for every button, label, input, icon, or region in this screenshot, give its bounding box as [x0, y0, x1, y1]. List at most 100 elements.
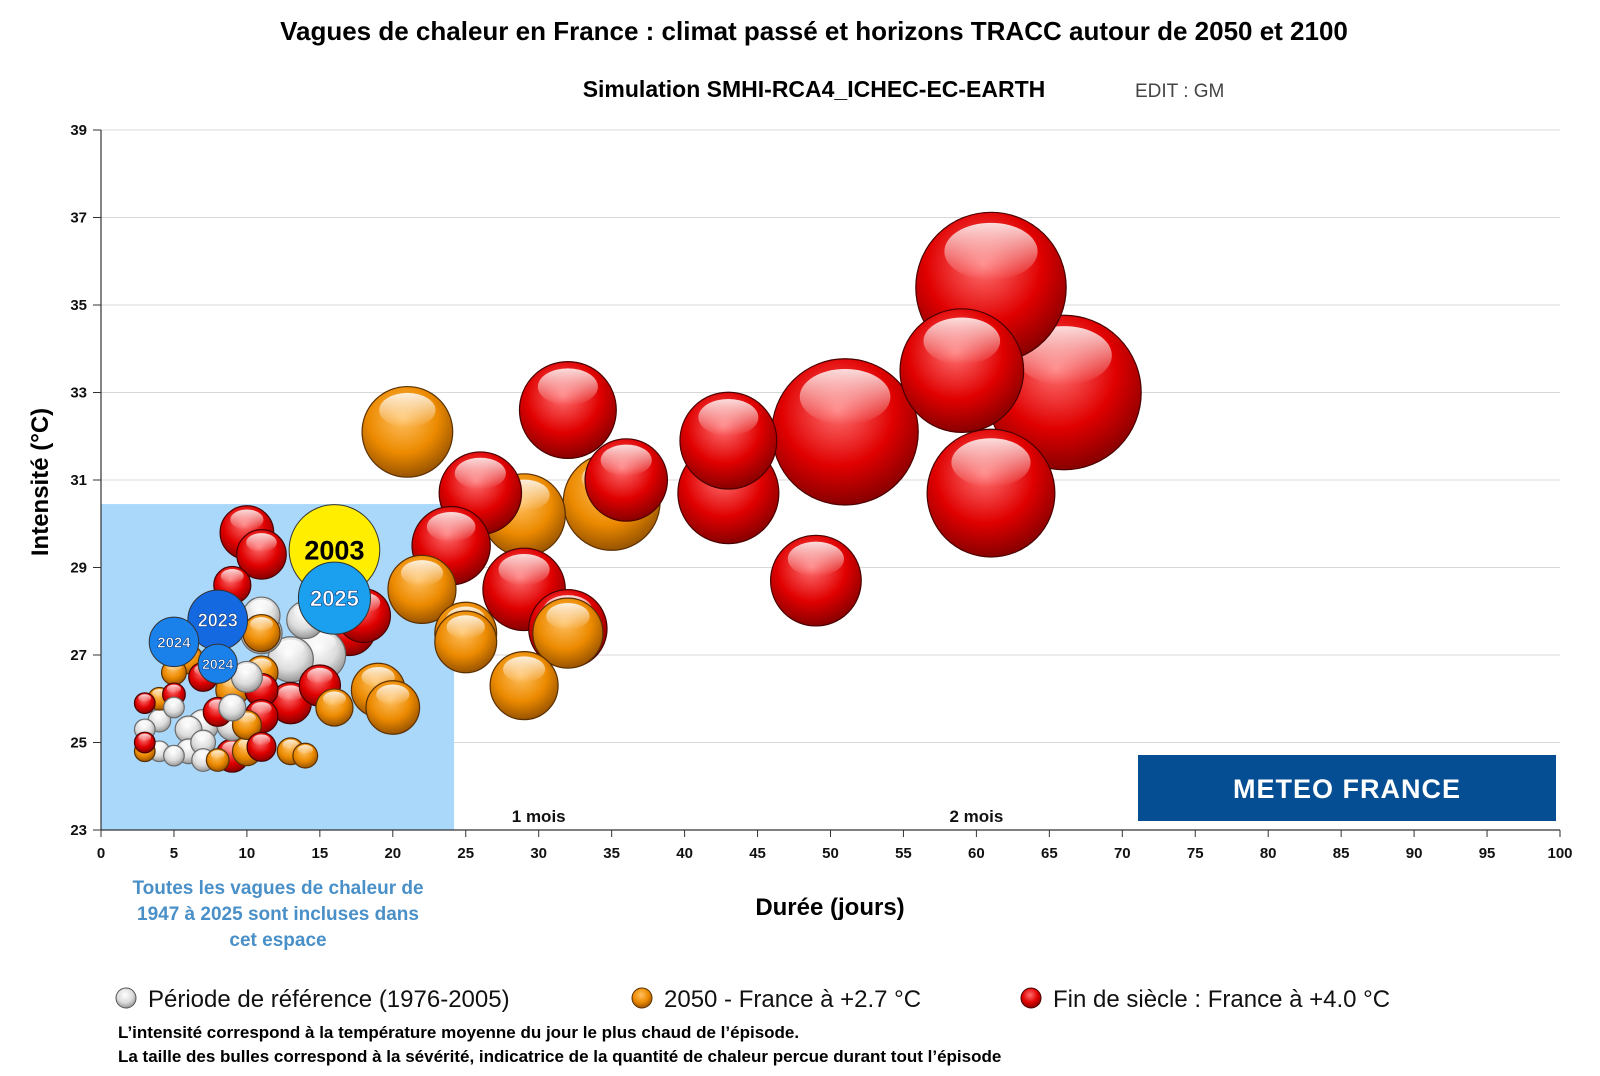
x-tick-label: 30 — [530, 845, 547, 862]
bubble-reference-highlight — [138, 720, 152, 729]
bubble-end-of-century-highlight — [498, 553, 550, 586]
month-marker-label: 1 mois — [512, 807, 566, 826]
bubble-reference — [163, 744, 185, 767]
legend-label-2050: 2050 - France à +2.7 °C — [664, 986, 921, 1013]
month-marker-label: 2 mois — [949, 807, 1003, 826]
y-tick-label: 33 — [70, 385, 87, 402]
bubble-reference-highlight — [152, 742, 166, 751]
bubble-end-of-century-highlight — [246, 533, 277, 552]
bubble-end-of-century-highlight — [138, 733, 152, 742]
bubble-reference-highlight — [237, 663, 257, 676]
bubble-end-of-century — [246, 731, 277, 762]
event-bubble-2023: 2023 — [187, 589, 249, 651]
bubble-2050 — [242, 613, 281, 653]
meteo-france-logo: METEO FRANCE — [1138, 755, 1556, 821]
bubble-2050 — [434, 610, 498, 674]
bubble-end-of-century — [518, 360, 617, 460]
footnote-intensity: L’intensité correspond à la température … — [118, 1023, 799, 1042]
x-tick-label: 95 — [1479, 845, 1496, 862]
bubble-end-of-century — [769, 534, 862, 627]
x-tick-label: 70 — [1114, 845, 1131, 862]
bubble-end-of-century-highlight — [277, 685, 304, 702]
event-circle-2024 — [148, 616, 200, 668]
bubble-end-of-century — [926, 428, 1056, 558]
bubbles-layer — [133, 211, 1142, 773]
region-note-line-2: 1947 à 2025 sont incluses dans — [137, 904, 419, 925]
region-note-line-3: cet espace — [229, 930, 326, 951]
bubble-end-of-century — [133, 692, 156, 715]
bubble-2050-highlight — [249, 617, 273, 632]
x-tick-label: 0 — [97, 845, 105, 862]
bubble-reference-highlight — [276, 639, 305, 658]
bubble-end-of-century-highlight — [252, 734, 271, 746]
bubble-end-of-century — [771, 358, 919, 506]
bubble-end-of-century-highlight — [138, 694, 152, 703]
legend-item-end-of-century: Fin de siècle : France à +4.0 °C — [1020, 986, 1390, 1013]
bubble-end-of-century-highlight — [787, 541, 845, 577]
bubble-end-of-century — [584, 438, 669, 522]
y-tick-label: 31 — [70, 472, 87, 489]
bubble-end-of-century-highlight — [951, 438, 1031, 487]
x-tick-label: 60 — [968, 845, 985, 862]
bubble-reference — [190, 729, 217, 756]
x-tick-label: 45 — [749, 845, 766, 862]
bubble-2050-highlight — [379, 392, 436, 428]
bubble-2050 — [315, 688, 354, 727]
bubble-2050-highlight — [297, 744, 313, 755]
bubble-end-of-century-highlight — [426, 511, 476, 542]
x-tick-label: 35 — [603, 845, 620, 862]
x-tick-label: 55 — [895, 845, 912, 862]
bubble-end-of-century-highlight — [307, 667, 333, 684]
bubble-end-of-century-highlight — [944, 222, 1038, 280]
region-note: Toutes les vagues de chaleur de 1947 à 2… — [132, 878, 423, 951]
bubble-reference-highlight — [180, 717, 197, 729]
event-label: 2025 — [310, 586, 359, 611]
x-tick-label: 5 — [170, 845, 178, 862]
bubble-end-of-century-highlight — [220, 569, 244, 584]
x-axis-label: Durée (jours) — [755, 894, 904, 921]
legend-item-reference: Période de référence (1976-2005) — [115, 986, 510, 1013]
x-tick-label: 80 — [1260, 845, 1277, 862]
bubble-2050-highlight — [446, 615, 485, 639]
bubble-end-of-century-highlight — [923, 317, 1001, 365]
bubble-2050-highlight — [210, 750, 225, 759]
bubble-2050-highlight — [282, 739, 299, 750]
chart-subtitle: Simulation SMHI-RCA4_ICHEC-EC-EARTH — [583, 76, 1046, 102]
event-circle-2025 — [297, 561, 371, 635]
bubble-2050-highlight — [546, 603, 590, 630]
legend: Période de référence (1976-2005) 2050 - … — [115, 986, 1390, 1013]
event-label: 2024 — [202, 656, 233, 672]
y-tick-label: 35 — [70, 297, 87, 314]
bubble-reference-highlight — [195, 731, 211, 742]
legend-marker-reference — [115, 987, 137, 1009]
x-tick-label: 90 — [1406, 845, 1423, 862]
footnote-bubble-size: La taille des bulles correspond à la sév… — [118, 1047, 1001, 1066]
bubble-reference-highlight — [249, 599, 273, 614]
y-tick-label: 27 — [70, 647, 87, 664]
bubble-end-of-century-highlight — [698, 398, 759, 436]
bubble-end-of-century — [899, 308, 1025, 434]
x-tick-label: 65 — [1041, 845, 1058, 862]
bubble-reference — [230, 660, 263, 693]
region-note-line-1: Toutes les vagues de chaleur de — [132, 878, 423, 899]
bubble-end-of-century-highlight — [537, 368, 598, 406]
x-tick-label: 15 — [312, 845, 329, 862]
event-bubble-2025: 2025 — [297, 561, 371, 635]
bubble-reference-highlight — [224, 695, 241, 707]
x-tick-label: 10 — [239, 845, 256, 862]
bubble-2050-highlight — [400, 560, 444, 586]
legend-label-reference: Période de référence (1976-2005) — [148, 986, 510, 1013]
y-tick-label: 39 — [70, 122, 87, 139]
event-bubble-2024: 2024 — [197, 643, 238, 684]
bubble-2050 — [361, 385, 454, 478]
event-label: 2023 — [198, 610, 238, 630]
bubble-end-of-century — [133, 731, 156, 754]
bubble-reference — [218, 693, 247, 722]
event-label: 2003 — [304, 536, 364, 566]
legend-marker-2050 — [631, 987, 653, 1009]
bubble-2050 — [205, 748, 230, 772]
x-tick-label: 25 — [457, 845, 474, 862]
x-tick-label: 20 — [384, 845, 401, 862]
